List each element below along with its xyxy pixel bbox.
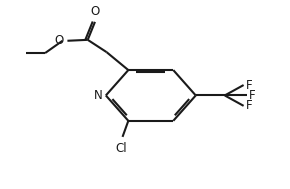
Text: N: N <box>94 89 102 102</box>
Text: F: F <box>246 79 253 91</box>
Text: Cl: Cl <box>115 142 127 155</box>
Text: F: F <box>246 99 253 112</box>
Text: F: F <box>249 89 255 102</box>
Text: O: O <box>90 5 99 19</box>
Text: O: O <box>55 34 64 47</box>
